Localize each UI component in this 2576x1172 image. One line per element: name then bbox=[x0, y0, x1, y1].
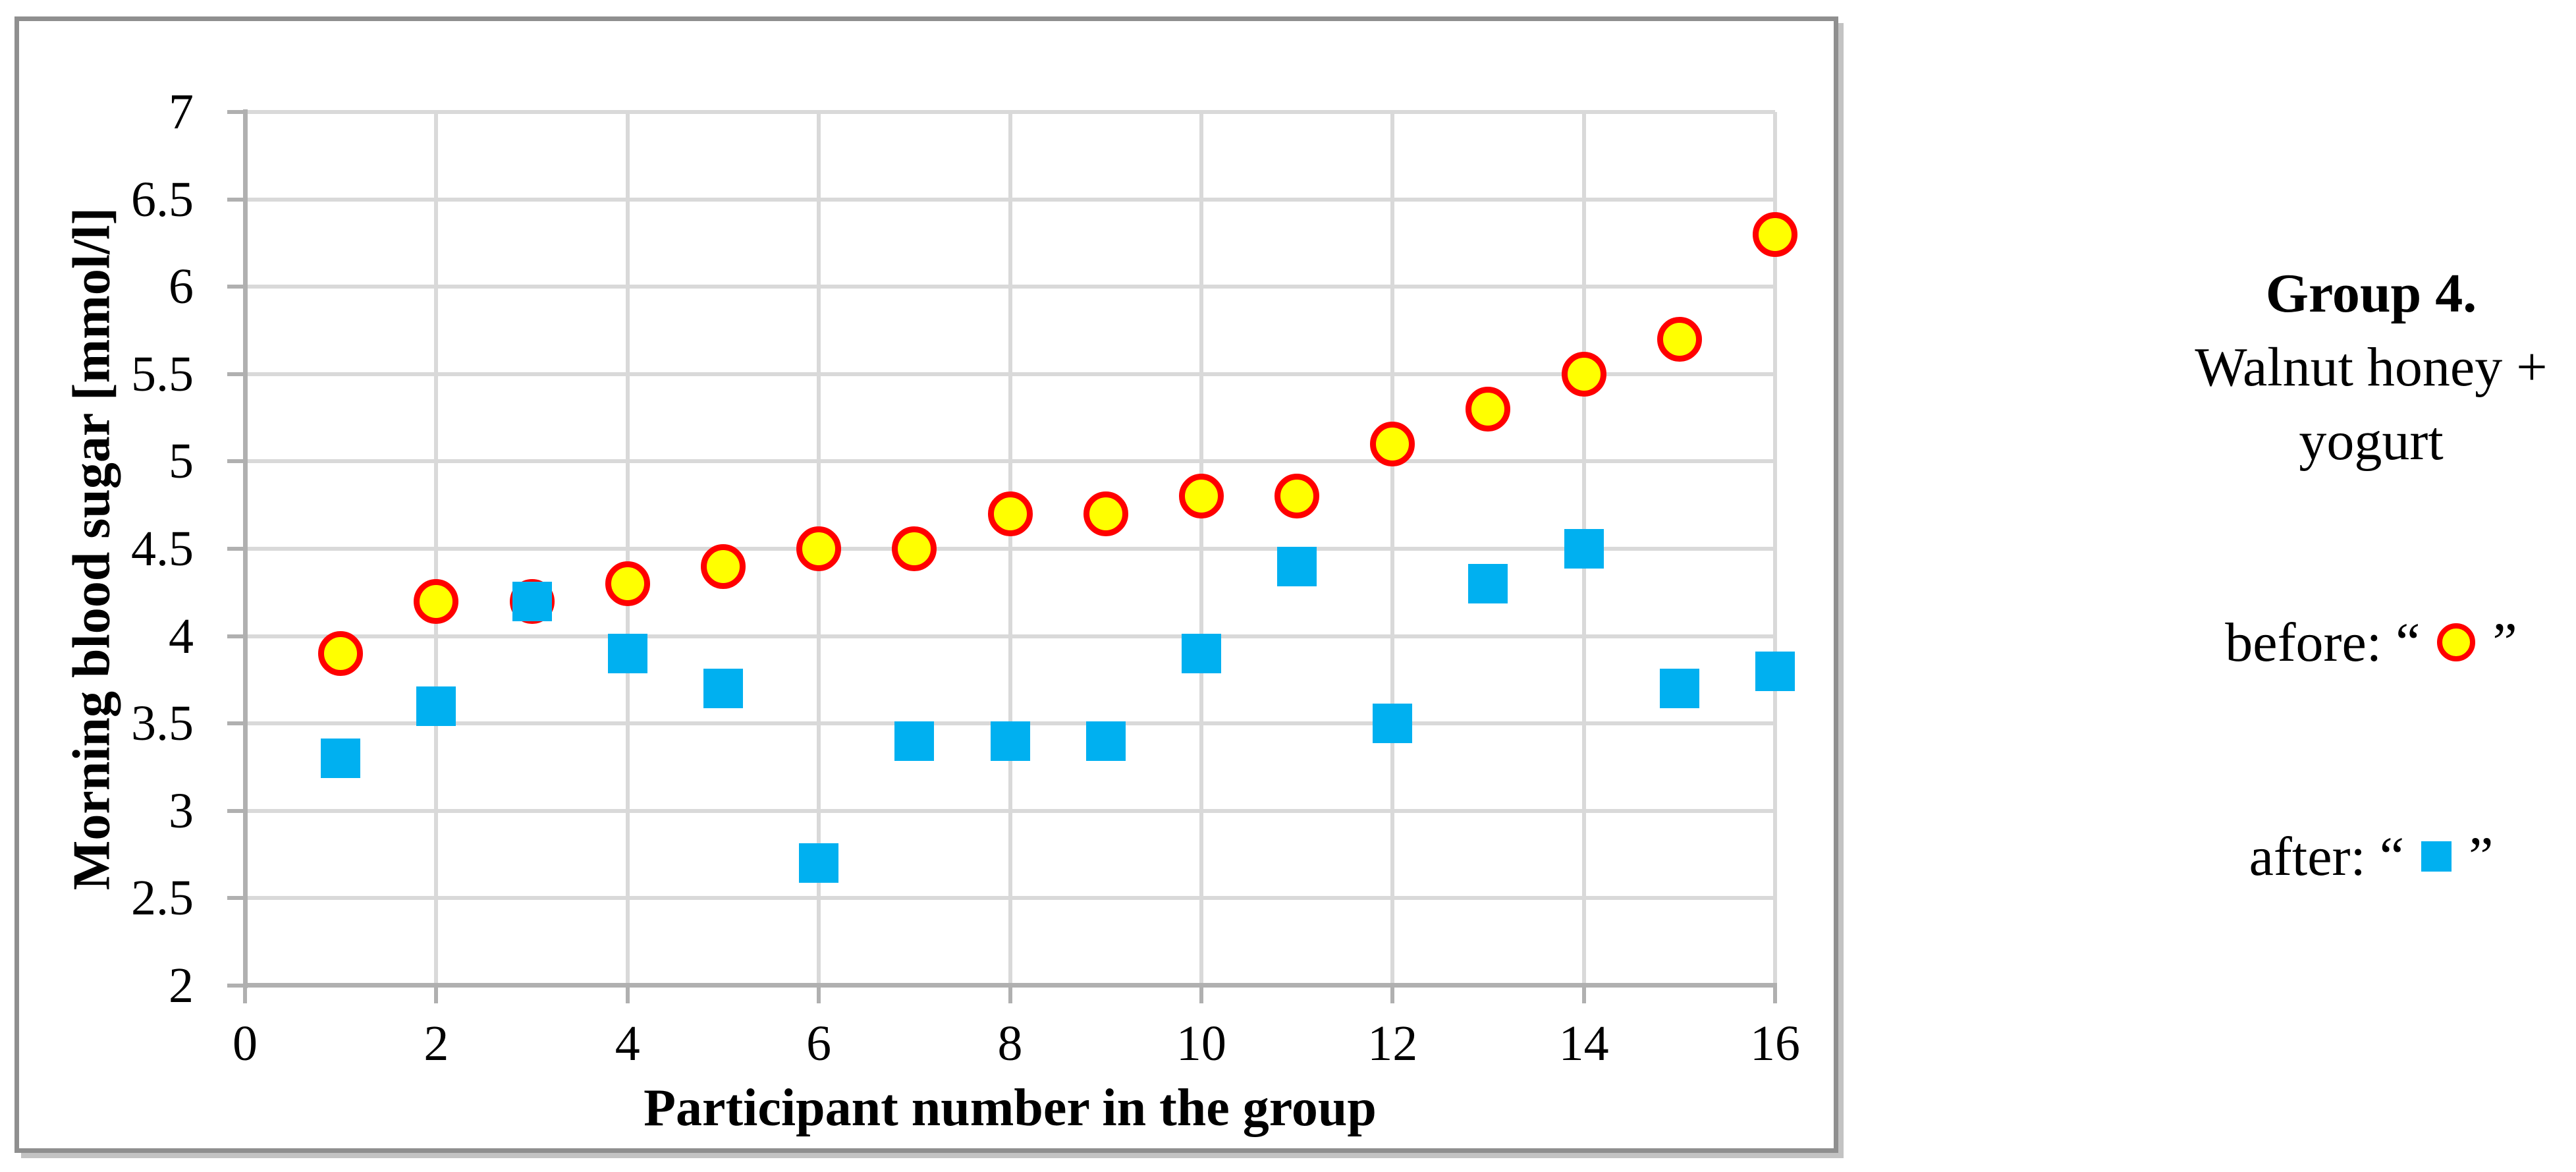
after-marker-6 bbox=[799, 843, 839, 883]
y-tick-label-2.5: 2.5 bbox=[131, 870, 194, 926]
x-tick-6 bbox=[817, 988, 821, 1003]
before-marker-8 bbox=[987, 491, 1033, 536]
before-marker-4 bbox=[605, 561, 650, 607]
legend-before: before: “ ” bbox=[2134, 605, 2576, 679]
x-tick-4 bbox=[625, 988, 630, 1003]
y-tick-2.5 bbox=[227, 896, 243, 901]
before-marker-11 bbox=[1274, 474, 1320, 519]
gridline-x-12 bbox=[1390, 112, 1395, 986]
x-tick-label-14: 14 bbox=[1558, 1016, 1609, 1071]
group-caption: Group 4. Walnut honey + yogurt bbox=[2134, 257, 2576, 478]
gridline-x-8 bbox=[1008, 112, 1012, 986]
legend-before-label: before: “ bbox=[2225, 611, 2421, 673]
y-tick-label-7: 7 bbox=[169, 84, 194, 140]
x-tick-16 bbox=[1773, 988, 1777, 1003]
y-tick-7 bbox=[227, 110, 243, 114]
after-marker-2 bbox=[416, 686, 456, 726]
plot-area bbox=[227, 109, 1797, 1003]
y-tick-2 bbox=[227, 984, 243, 988]
y-axis-line bbox=[243, 109, 248, 988]
before-marker-2 bbox=[414, 578, 459, 624]
y-tick-label-4.5: 4.5 bbox=[131, 521, 194, 576]
y-tick-label-3: 3 bbox=[169, 783, 194, 839]
x-tick-0 bbox=[243, 988, 247, 1003]
y-tick-5.5 bbox=[227, 372, 243, 376]
y-tick-label-6.5: 6.5 bbox=[131, 171, 194, 227]
y-tick-6 bbox=[227, 285, 243, 289]
after-marker-4 bbox=[607, 634, 647, 674]
x-tick-8 bbox=[1008, 988, 1012, 1003]
after-marker-10 bbox=[1181, 634, 1221, 674]
before-marker-7 bbox=[892, 526, 937, 571]
after-marker-8 bbox=[990, 721, 1030, 761]
y-tick-label-2: 2 bbox=[169, 958, 194, 1013]
before-marker-icon bbox=[2437, 623, 2476, 661]
before-marker-15 bbox=[1657, 316, 1702, 362]
after-marker-icon bbox=[2421, 841, 2452, 872]
x-tick-label-2: 2 bbox=[424, 1016, 449, 1071]
y-tick-label-6: 6 bbox=[169, 259, 194, 315]
chart-area: 2 2.5 3 3.5 4 4.5 5 5.5 6 6.5 7 0 2 4 6 8 10 12 14 16 Morni… bbox=[14, 16, 1838, 1153]
before-marker-16 bbox=[1753, 211, 1797, 257]
before-marker-9 bbox=[1083, 491, 1128, 536]
group-caption-line2: Walnut honey + bbox=[2195, 337, 2548, 398]
gridline-x-10 bbox=[1199, 112, 1203, 986]
before-marker-5 bbox=[700, 544, 746, 589]
after-marker-7 bbox=[894, 721, 935, 761]
after-marker-16 bbox=[1755, 651, 1795, 691]
legend-after-close-quote: ” bbox=[2469, 825, 2494, 887]
before-marker-13 bbox=[1466, 386, 1511, 432]
y-tick-4 bbox=[227, 634, 243, 638]
before-marker-1 bbox=[318, 631, 364, 677]
after-marker-9 bbox=[1085, 721, 1126, 761]
y-tick-label-4: 4 bbox=[169, 608, 194, 664]
y-tick-3.5 bbox=[227, 721, 243, 726]
y-tick-5 bbox=[227, 459, 243, 464]
after-marker-1 bbox=[321, 739, 361, 779]
x-tick-label-16: 16 bbox=[1750, 1016, 1800, 1071]
x-tick-label-10: 10 bbox=[1176, 1016, 1226, 1071]
legend-before-close-quote: ” bbox=[2492, 611, 2517, 673]
y-tick-3 bbox=[227, 808, 243, 813]
gridline-x-4 bbox=[625, 112, 630, 986]
after-marker-5 bbox=[703, 669, 743, 709]
legend-after-label: after: “ bbox=[2249, 825, 2405, 887]
x-tick-label-6: 6 bbox=[806, 1016, 832, 1071]
after-marker-14 bbox=[1564, 529, 1604, 569]
y-tick-6.5 bbox=[227, 197, 243, 202]
group-caption-line3: yogurt bbox=[2299, 410, 2444, 472]
y-tick-label-5: 5 bbox=[169, 433, 194, 489]
y-tick-label-5.5: 5.5 bbox=[131, 346, 194, 402]
y-axis-title: Morning blood sugar [mmol/l] bbox=[63, 207, 121, 891]
after-marker-3 bbox=[512, 581, 552, 621]
before-marker-14 bbox=[1561, 351, 1606, 397]
x-axis-line bbox=[243, 983, 1777, 988]
x-tick-label-12: 12 bbox=[1367, 1016, 1418, 1071]
x-axis-title: Participant number in the group bbox=[644, 1079, 1377, 1137]
x-tick-12 bbox=[1390, 988, 1395, 1003]
x-tick-label-4: 4 bbox=[615, 1016, 640, 1071]
y-tick-4.5 bbox=[227, 547, 243, 551]
y-tick-label-3.5: 3.5 bbox=[131, 696, 194, 752]
x-tick-10 bbox=[1199, 988, 1203, 1003]
after-marker-11 bbox=[1277, 546, 1317, 586]
after-marker-15 bbox=[1659, 669, 1699, 709]
gridline-x-16 bbox=[1773, 112, 1777, 986]
x-tick-2 bbox=[434, 988, 439, 1003]
before-marker-10 bbox=[1178, 474, 1224, 519]
side-panel: Group 4. Walnut honey + yogurt before: “… bbox=[2134, 0, 2576, 1172]
group-title: Group 4. bbox=[2265, 263, 2477, 324]
legend-after: after: “ ” bbox=[2134, 820, 2576, 893]
x-tick-label-0: 0 bbox=[233, 1016, 258, 1071]
x-tick-14 bbox=[1581, 988, 1586, 1003]
gridline-x-2 bbox=[434, 112, 439, 986]
before-marker-12 bbox=[1370, 421, 1415, 466]
x-tick-label-8: 8 bbox=[997, 1016, 1023, 1071]
after-marker-13 bbox=[1468, 564, 1508, 604]
after-marker-12 bbox=[1373, 704, 1413, 744]
before-marker-6 bbox=[796, 526, 842, 571]
